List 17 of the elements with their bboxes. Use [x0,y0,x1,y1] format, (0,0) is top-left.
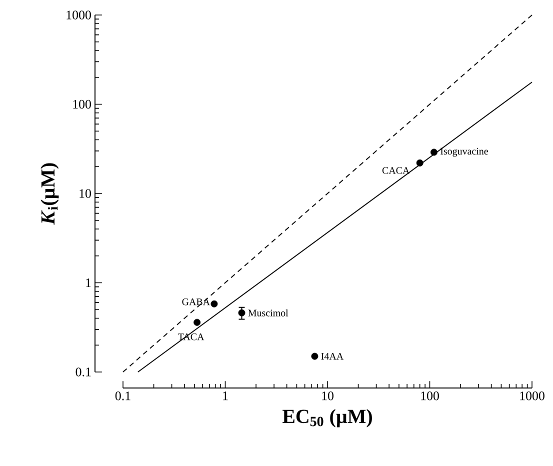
y-tick-label: 0.1 [76,368,91,376]
annotation: Muscimol [248,309,288,316]
x-tick-label: 100 [421,392,439,400]
x-tick-label: 1 [223,392,228,400]
y-tick-label: 1000 [66,10,91,20]
annotation: CACA [382,167,410,174]
x-axis-title: EC$_{50}$ (µM) [282,409,372,428]
y-tick-label: 10 [80,189,91,198]
annotation: I4AA [321,352,344,360]
y-tick-label: 100 [73,100,91,109]
annotation: Isoguvacine [440,148,488,157]
annotation: GABA [182,298,210,306]
x-tick-label: 10 [322,392,334,400]
x-tick-label: 1000 [520,392,544,400]
x-tick-label: 0.1 [115,392,130,400]
y-tick-label: 1 [86,278,91,288]
y-axis-title: K$_{i}$(µM) [40,163,59,225]
